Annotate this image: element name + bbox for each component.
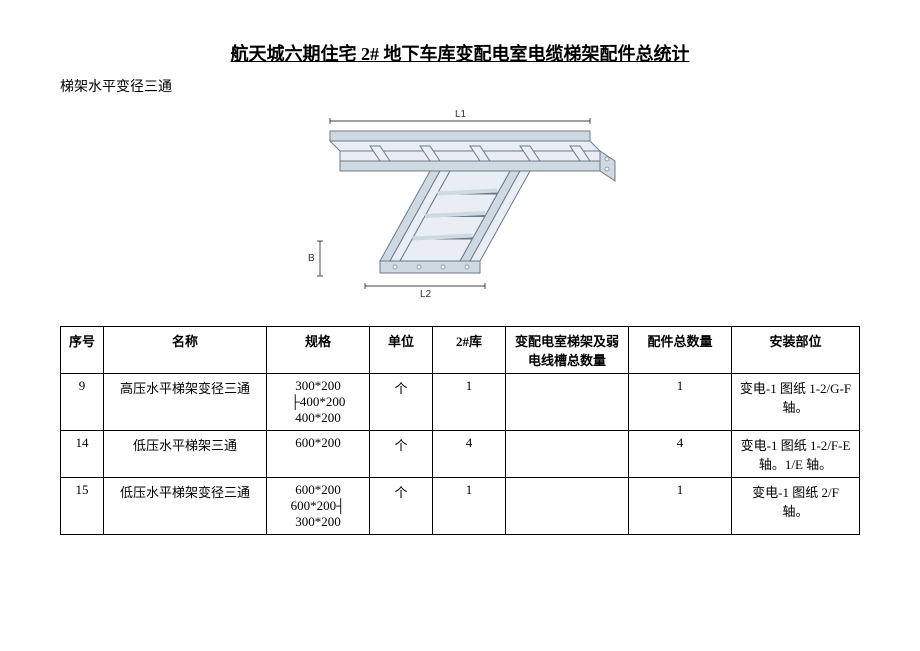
cell-seq: 9 [61,374,104,431]
cell-seq: 15 [61,478,104,535]
cell-name: 高压水平梯架变径三通 [104,374,267,431]
svg-text:L1: L1 [455,109,467,120]
col-total2: 配件总数量 [629,327,732,374]
cell-total1 [506,478,629,535]
col-name: 名称 [104,327,267,374]
cell-seq: 14 [61,431,104,478]
col-spec: 规格 [267,327,370,374]
table-row: 15低压水平梯架变径三通600*200 600*200┤ 300*200个11变… [61,478,860,535]
cell-location: 变电-1 图纸 2/F 轴。 [732,478,860,535]
page-subtitle: 梯架水平变径三通 [60,76,860,96]
svg-text:B: B [308,253,315,264]
cell-warehouse: 1 [433,478,506,535]
cell-total2: 1 [629,374,732,431]
cell-location: 变电-1 图纸 1-2/F-E 轴。1/E 轴。 [732,431,860,478]
page-title: 航天城六期住宅 2# 地下车库变配电室电缆梯架配件总统计 [60,40,860,66]
svg-text:L2: L2 [420,289,432,300]
cell-unit: 个 [370,431,433,478]
cell-location: 变电-1 图纸 1-2/G-F 轴。 [732,374,860,431]
cell-total1 [506,431,629,478]
cell-warehouse: 1 [433,374,506,431]
cell-spec: 600*200 [267,431,370,478]
col-warehouse: 2#库 [433,327,506,374]
cell-total2: 4 [629,431,732,478]
col-seq: 序号 [61,327,104,374]
table-row: 14低压水平梯架三通600*200个44变电-1 图纸 1-2/F-E 轴。1/… [61,431,860,478]
cell-total1 [506,374,629,431]
table-row: 9高压水平梯架变径三通300*200 ├400*200 400*200个11变电… [61,374,860,431]
cell-total2: 1 [629,478,732,535]
col-unit: 单位 [370,327,433,374]
cell-spec: 600*200 600*200┤ 300*200 [267,478,370,535]
cell-name: 低压水平梯架变径三通 [104,478,267,535]
cell-name: 低压水平梯架三通 [104,431,267,478]
col-total1: 变配电室梯架及弱电线槽总数量 [506,327,629,374]
parts-table: 序号 名称 规格 单位 2#库 变配电室梯架及弱电线槽总数量 配件总数量 安装部… [60,326,860,535]
tee-fitting-diagram: L1 L2 B [60,101,860,306]
cell-unit: 个 [370,374,433,431]
cell-unit: 个 [370,478,433,535]
table-header-row: 序号 名称 规格 单位 2#库 变配电室梯架及弱电线槽总数量 配件总数量 安装部… [61,327,860,374]
col-location: 安装部位 [732,327,860,374]
cell-spec: 300*200 ├400*200 400*200 [267,374,370,431]
cell-warehouse: 4 [433,431,506,478]
